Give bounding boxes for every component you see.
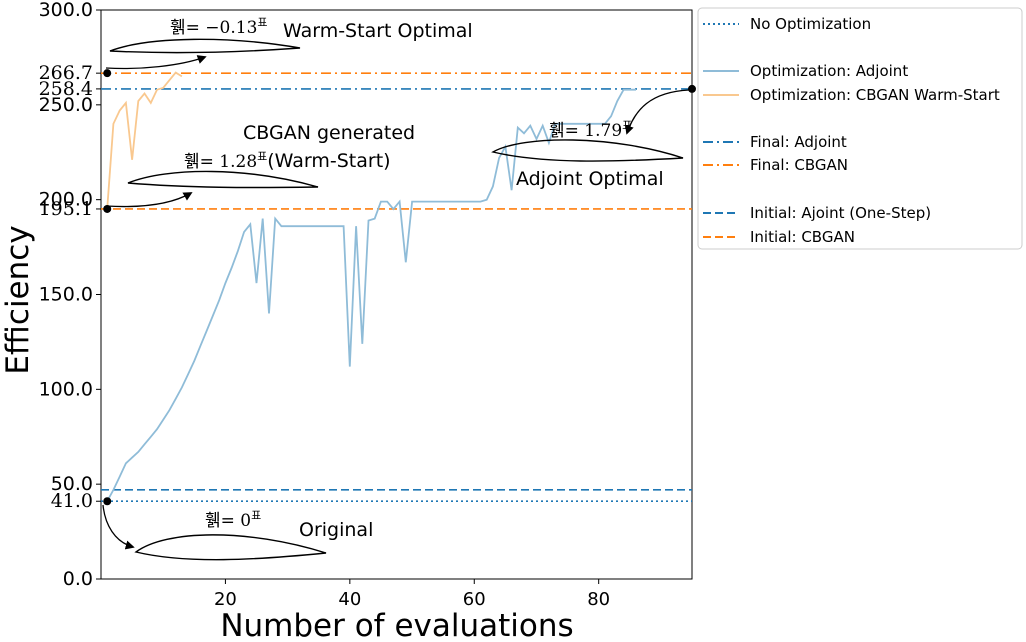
legend-label: No Optimization bbox=[750, 15, 871, 33]
annotation-warm-eq: 휅= −0.13표 bbox=[170, 16, 268, 38]
legend-box bbox=[697, 7, 1023, 250]
y-tick-label: 41.0 bbox=[51, 490, 93, 512]
y-tick-label: 250.0 bbox=[39, 94, 93, 116]
annotation-adjoint-eq: 휅= 1.79표 bbox=[549, 119, 632, 141]
y-tick-label: 258.4 bbox=[39, 78, 93, 100]
y-tick-label: 50.0 bbox=[51, 473, 93, 495]
y-tick-label: 200.0 bbox=[39, 189, 93, 211]
legend-label: Final: Adjoint bbox=[750, 133, 847, 151]
x-tick-label: 80 bbox=[587, 589, 610, 610]
arrow-warm-start bbox=[105, 55, 207, 70]
x-tick-label: 40 bbox=[338, 589, 361, 610]
arrow-cbgan bbox=[105, 192, 193, 208]
annotation-cbgan-eq: 휅= 1.28표(Warm-Start) bbox=[184, 150, 391, 172]
y-tick-label: 150.0 bbox=[39, 284, 93, 306]
marked-point bbox=[103, 69, 112, 78]
plot-area bbox=[100, 9, 693, 580]
legend: No Optimization Optimization: Adjoint Opti… bbox=[703, 15, 1000, 246]
y-tick-label: 266.7 bbox=[39, 62, 93, 84]
annotation-cbgan-title: CBGAN generated bbox=[243, 122, 415, 144]
y-axis-label: Efficiency bbox=[0, 225, 36, 374]
marked-point bbox=[688, 84, 696, 93]
legend-label: Initial: Ajoint (One-Step) bbox=[750, 204, 931, 222]
marked-point bbox=[103, 497, 112, 506]
y-tick-label: 195.1 bbox=[39, 198, 93, 220]
annotation-warm-title: Warm-Start Optimal bbox=[283, 20, 473, 42]
airfoil-warm-start bbox=[109, 38, 301, 54]
arrow-adjoint bbox=[625, 89, 690, 135]
airfoil-original bbox=[134, 534, 327, 561]
y-tick-label: 0.0 bbox=[63, 568, 93, 590]
airfoil-cbgan bbox=[127, 170, 319, 189]
series-line-optimization-cbgan-warm-start bbox=[106, 71, 183, 210]
airfoil-adjoint bbox=[491, 139, 684, 162]
y-tick-label: 100.0 bbox=[39, 378, 93, 400]
marked-point bbox=[103, 204, 112, 213]
annotation-orig-eq: 휅= 0표 bbox=[205, 509, 261, 531]
arrow-original bbox=[102, 504, 135, 550]
x-tick-label: 60 bbox=[463, 589, 486, 610]
legend-label: Optimization: CBGAN Warm-Start bbox=[750, 86, 1000, 104]
reference-lines bbox=[101, 72, 692, 503]
annotation-orig-title: Original bbox=[299, 519, 373, 541]
x-tick-label: 20 bbox=[214, 589, 237, 610]
legend-label: Final: CBGAN bbox=[750, 156, 848, 174]
marked-points bbox=[103, 69, 696, 506]
axis-ticks: 20 40 60 80 0.0 50.0 100.0 150.0 200.0 250.0 300.0… bbox=[39, 0, 611, 610]
x-axis-label: Number of evaluations bbox=[220, 608, 573, 642]
y-tick-label: 300.0 bbox=[39, 0, 93, 21]
annotation-adjoint-title: Adjoint Optimal bbox=[516, 168, 664, 190]
legend-label: Initial: CBGAN bbox=[750, 228, 855, 246]
legend-label: Optimization: Adjoint bbox=[750, 62, 908, 80]
